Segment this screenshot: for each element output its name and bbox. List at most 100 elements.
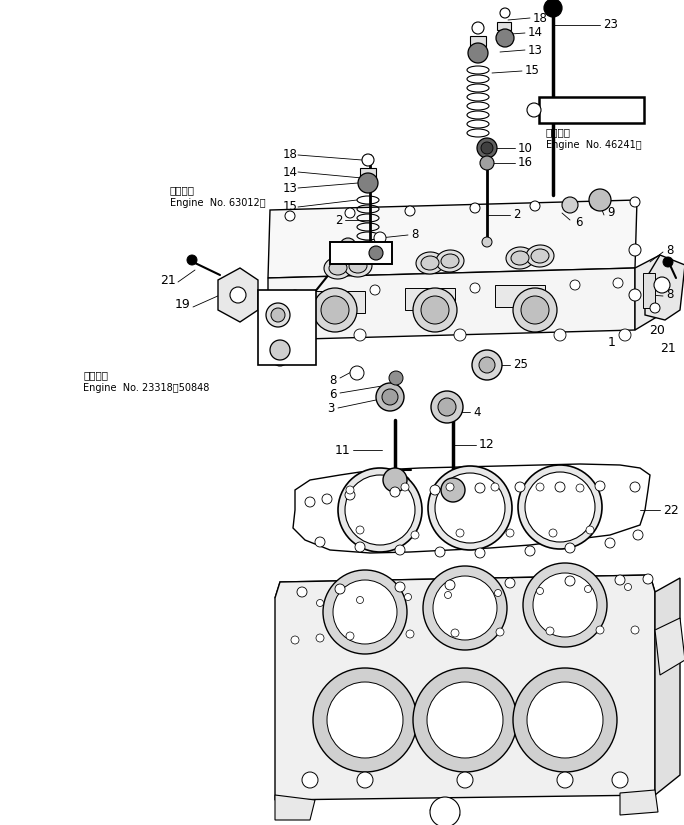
Text: 適用号機: 適用号機 [170, 185, 195, 195]
Circle shape [515, 482, 525, 492]
Text: 8: 8 [330, 374, 337, 386]
Bar [360, 168, 376, 178]
Circle shape [619, 329, 631, 341]
Text: 3: 3 [328, 402, 335, 414]
Circle shape [554, 329, 566, 341]
Text: 15: 15 [525, 64, 540, 78]
Circle shape [401, 483, 409, 491]
Text: 23: 23 [603, 18, 618, 31]
Circle shape [376, 383, 404, 411]
Ellipse shape [416, 252, 444, 274]
Circle shape [357, 772, 373, 788]
Circle shape [470, 203, 480, 213]
Text: 13: 13 [528, 44, 543, 56]
Circle shape [650, 303, 660, 313]
Polygon shape [655, 578, 680, 795]
Text: 17: 17 [335, 247, 352, 260]
Circle shape [421, 296, 449, 324]
Circle shape [629, 244, 641, 256]
Circle shape [513, 288, 557, 332]
Circle shape [475, 483, 485, 493]
Ellipse shape [421, 256, 439, 270]
Circle shape [362, 154, 374, 166]
Circle shape [555, 482, 565, 492]
Circle shape [315, 537, 325, 547]
Polygon shape [218, 268, 258, 322]
Circle shape [544, 0, 562, 17]
Circle shape [435, 547, 445, 557]
Bar [315, 291, 365, 313]
Circle shape [333, 580, 397, 644]
Bar [643, 273, 655, 308]
Circle shape [427, 682, 503, 758]
Bar [405, 288, 455, 310]
Text: 6: 6 [330, 388, 337, 400]
Circle shape [345, 475, 415, 545]
Circle shape [390, 487, 400, 497]
Polygon shape [645, 255, 684, 320]
Text: 適用号機: 適用号機 [83, 370, 108, 380]
Text: 14: 14 [528, 26, 543, 40]
Circle shape [291, 636, 299, 644]
Circle shape [305, 497, 315, 507]
Circle shape [266, 303, 290, 327]
Text: 4: 4 [473, 406, 480, 418]
Circle shape [313, 288, 357, 332]
Text: 8: 8 [666, 289, 673, 301]
Circle shape [518, 465, 602, 549]
Circle shape [615, 575, 625, 585]
Circle shape [413, 668, 517, 772]
Circle shape [654, 277, 670, 293]
Circle shape [505, 578, 515, 588]
Circle shape [406, 630, 414, 638]
Circle shape [562, 197, 578, 213]
Circle shape [356, 596, 363, 604]
Text: Engine  No. 23318～50848: Engine No. 23318～50848 [83, 383, 209, 393]
Polygon shape [275, 575, 655, 598]
Circle shape [570, 280, 580, 290]
Circle shape [576, 484, 584, 492]
Bar [330, 242, 392, 264]
Polygon shape [268, 268, 635, 340]
Text: 10: 10 [518, 142, 533, 154]
Ellipse shape [344, 255, 372, 277]
Circle shape [270, 340, 290, 360]
Circle shape [345, 490, 355, 500]
Circle shape [446, 483, 454, 491]
Text: Engine  No. 46241～: Engine No. 46241～ [546, 140, 642, 150]
Circle shape [438, 398, 456, 416]
Circle shape [297, 587, 307, 597]
Circle shape [335, 584, 345, 594]
Circle shape [322, 494, 332, 504]
Circle shape [557, 772, 573, 788]
Circle shape [612, 772, 628, 788]
Circle shape [496, 628, 504, 636]
Circle shape [481, 142, 493, 154]
Circle shape [631, 626, 639, 634]
Circle shape [355, 542, 365, 552]
Circle shape [624, 583, 631, 591]
Ellipse shape [531, 249, 549, 263]
Circle shape [382, 389, 398, 405]
Text: 5: 5 [263, 342, 271, 355]
Circle shape [383, 468, 407, 492]
Circle shape [346, 486, 354, 494]
Circle shape [643, 574, 653, 584]
Text: 1: 1 [608, 336, 616, 348]
Text: 13: 13 [283, 182, 298, 195]
Circle shape [271, 308, 285, 322]
Circle shape [472, 22, 484, 34]
Text: 2: 2 [513, 209, 521, 221]
Circle shape [472, 350, 502, 380]
Circle shape [525, 472, 595, 542]
Circle shape [430, 797, 460, 825]
Ellipse shape [441, 254, 459, 268]
Circle shape [445, 580, 455, 590]
Circle shape [389, 371, 403, 385]
Circle shape [596, 626, 604, 634]
Circle shape [565, 543, 575, 553]
Circle shape [589, 189, 611, 211]
Circle shape [629, 289, 641, 301]
Circle shape [285, 211, 295, 221]
Circle shape [374, 232, 386, 244]
